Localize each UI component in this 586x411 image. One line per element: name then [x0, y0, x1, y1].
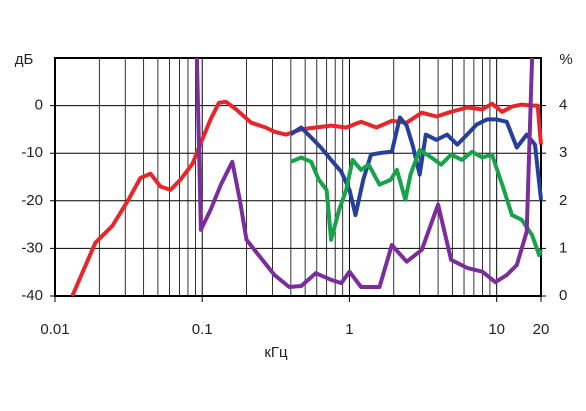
y2-tick-label: 3 [559, 144, 567, 161]
x-axis-label: кГц [264, 344, 288, 361]
y-tick-label: 0 [35, 97, 43, 114]
x-tick-label: 0.1 [192, 321, 213, 338]
y-tick-label: -10 [21, 144, 43, 161]
y2-tick-label: 0 [559, 287, 567, 304]
y2-tick-label: 4 [559, 97, 567, 114]
y-axis-label: дБ [15, 51, 34, 68]
y-tick-label: -40 [21, 287, 43, 304]
plot-frame [54, 57, 542, 297]
line-series [289, 115, 543, 218]
line-series [194, 57, 535, 289]
x-tick-label: 1 [345, 321, 353, 338]
y2-axis-label: % [559, 51, 572, 68]
line-series [290, 147, 543, 258]
y2-tick-label: 2 [559, 192, 567, 209]
x-tick-label: 0.01 [40, 321, 69, 338]
x-tick-label: 20 [533, 321, 550, 338]
x-tick-label: 10 [488, 321, 505, 338]
y-tick-label: -30 [21, 239, 43, 256]
y2-tick-label: 1 [559, 239, 567, 256]
y-tick-label: -20 [21, 192, 43, 209]
